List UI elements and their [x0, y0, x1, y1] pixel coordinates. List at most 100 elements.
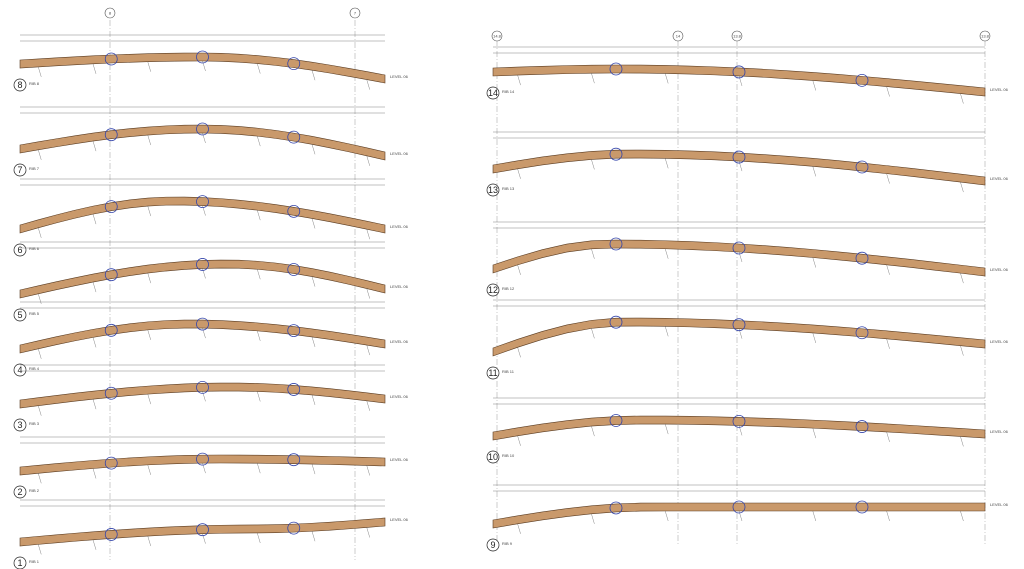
connection-callout: [855, 251, 869, 265]
grid-bubble: [979, 30, 991, 42]
grid-label: 14.8: [493, 34, 502, 39]
bolt-mark: [257, 532, 261, 544]
bolt-mark: [257, 63, 261, 74]
level-label: LEVEL 06: [990, 267, 1009, 272]
rib-beam: [492, 149, 986, 186]
bolt-mark: [960, 510, 964, 522]
rib-number-bubble: [486, 538, 500, 552]
rib-beam: [19, 319, 386, 354]
connection-callout: [287, 130, 301, 144]
bolt-mark: [517, 264, 521, 275]
bolt-mark: [665, 424, 669, 435]
bolt-mark: [812, 166, 816, 177]
rib-number-bubble: [13, 78, 27, 92]
bolt-mark: [591, 328, 595, 339]
grid-bubble: [672, 30, 684, 42]
bolt-mark: [257, 330, 261, 341]
connection-callout: [104, 528, 118, 541]
bolt-mark: [147, 206, 151, 217]
rib-number-bubble: [486, 450, 500, 464]
bolt-mark: [886, 173, 890, 184]
level-label: LEVEL 06: [390, 339, 409, 344]
connection-callout: [196, 523, 209, 537]
bolt-mark: [812, 80, 816, 91]
bolt-mark: [886, 510, 890, 522]
rib-beam: [492, 239, 986, 277]
connection-callout: [104, 200, 118, 214]
rib-number-bubble: [486, 183, 500, 197]
grid-bubble: [349, 7, 361, 19]
rib-number-bubble: [13, 243, 27, 257]
bolt-mark: [92, 214, 97, 225]
grid-label: 7: [354, 11, 357, 16]
bolt-mark: [960, 436, 964, 447]
bolt-mark: [886, 264, 890, 275]
bolt-mark: [517, 523, 521, 534]
bolt-mark: [38, 66, 42, 77]
rib-name: RIB 3: [29, 421, 40, 426]
bolt-mark: [38, 227, 42, 238]
bolt-mark: [960, 273, 964, 284]
bolt-mark: [812, 332, 816, 344]
rib-name: RIB 9: [502, 541, 513, 546]
bolt-mark: [257, 269, 261, 280]
level-label: LEVEL 06: [390, 394, 409, 399]
rib-number-bubble: [13, 418, 27, 432]
rib-name: RIB 14: [502, 89, 515, 94]
connection-callout: [104, 386, 118, 400]
connection-callout: [104, 323, 118, 337]
connection-callout: [104, 128, 118, 142]
connection-callout: [609, 62, 623, 76]
bolt-mark: [960, 345, 964, 356]
bolt-mark: [92, 539, 97, 550]
bolt-mark: [591, 426, 595, 437]
rib-name: RIB 2: [29, 488, 40, 493]
rib-name: RIB 13: [502, 186, 515, 191]
bolt-mark: [147, 464, 151, 475]
bolt-mark: [38, 348, 42, 359]
grid-label: 14: [676, 34, 681, 39]
bolt-mark: [311, 218, 316, 229]
bolt-mark: [812, 257, 816, 268]
rib-name: RIB 12: [502, 286, 515, 291]
level-label: LEVEL 06: [390, 74, 409, 79]
rib-beam: [19, 196, 386, 234]
bolt-mark: [366, 527, 370, 538]
level-label: LEVEL 06: [390, 224, 409, 229]
bolt-mark: [665, 326, 669, 337]
grid-bubble: [731, 30, 743, 42]
rib-name: RIB 4: [29, 366, 40, 371]
rib-number: 11: [488, 368, 497, 378]
bolt-mark: [591, 73, 595, 84]
bolt-mark: [366, 465, 370, 476]
bolt-mark: [147, 394, 151, 405]
bolt-mark: [366, 79, 370, 90]
connection-callout: [287, 324, 301, 337]
connection-callout: [609, 414, 623, 427]
rib-name: RIB 11: [502, 369, 515, 374]
rib-number: 1: [17, 558, 22, 568]
level-label: LEVEL 06: [990, 176, 1009, 181]
rib-number-bubble: [13, 363, 27, 377]
bolt-mark: [92, 141, 97, 152]
connection-callout: [287, 57, 301, 71]
bolt-mark: [311, 276, 316, 287]
connection-callout: [609, 315, 623, 329]
bolt-mark: [92, 63, 97, 74]
bolt-mark: [591, 159, 595, 170]
rib-number: 8: [17, 80, 22, 90]
rib-beam: [19, 517, 386, 547]
bolt-mark: [812, 510, 816, 522]
level-label: LEVEL 06: [390, 457, 409, 462]
connection-callout: [104, 52, 118, 66]
rib-number: 14: [488, 88, 498, 98]
bolt-mark: [257, 391, 261, 402]
rib-name: RIB 1: [29, 559, 40, 564]
rib-beam: [19, 454, 386, 476]
connection-callout: [196, 258, 209, 271]
rib-number-bubble: [486, 283, 500, 297]
connection-callout: [287, 521, 301, 535]
bolt-mark: [665, 158, 669, 169]
grid-label: 8: [109, 11, 112, 16]
